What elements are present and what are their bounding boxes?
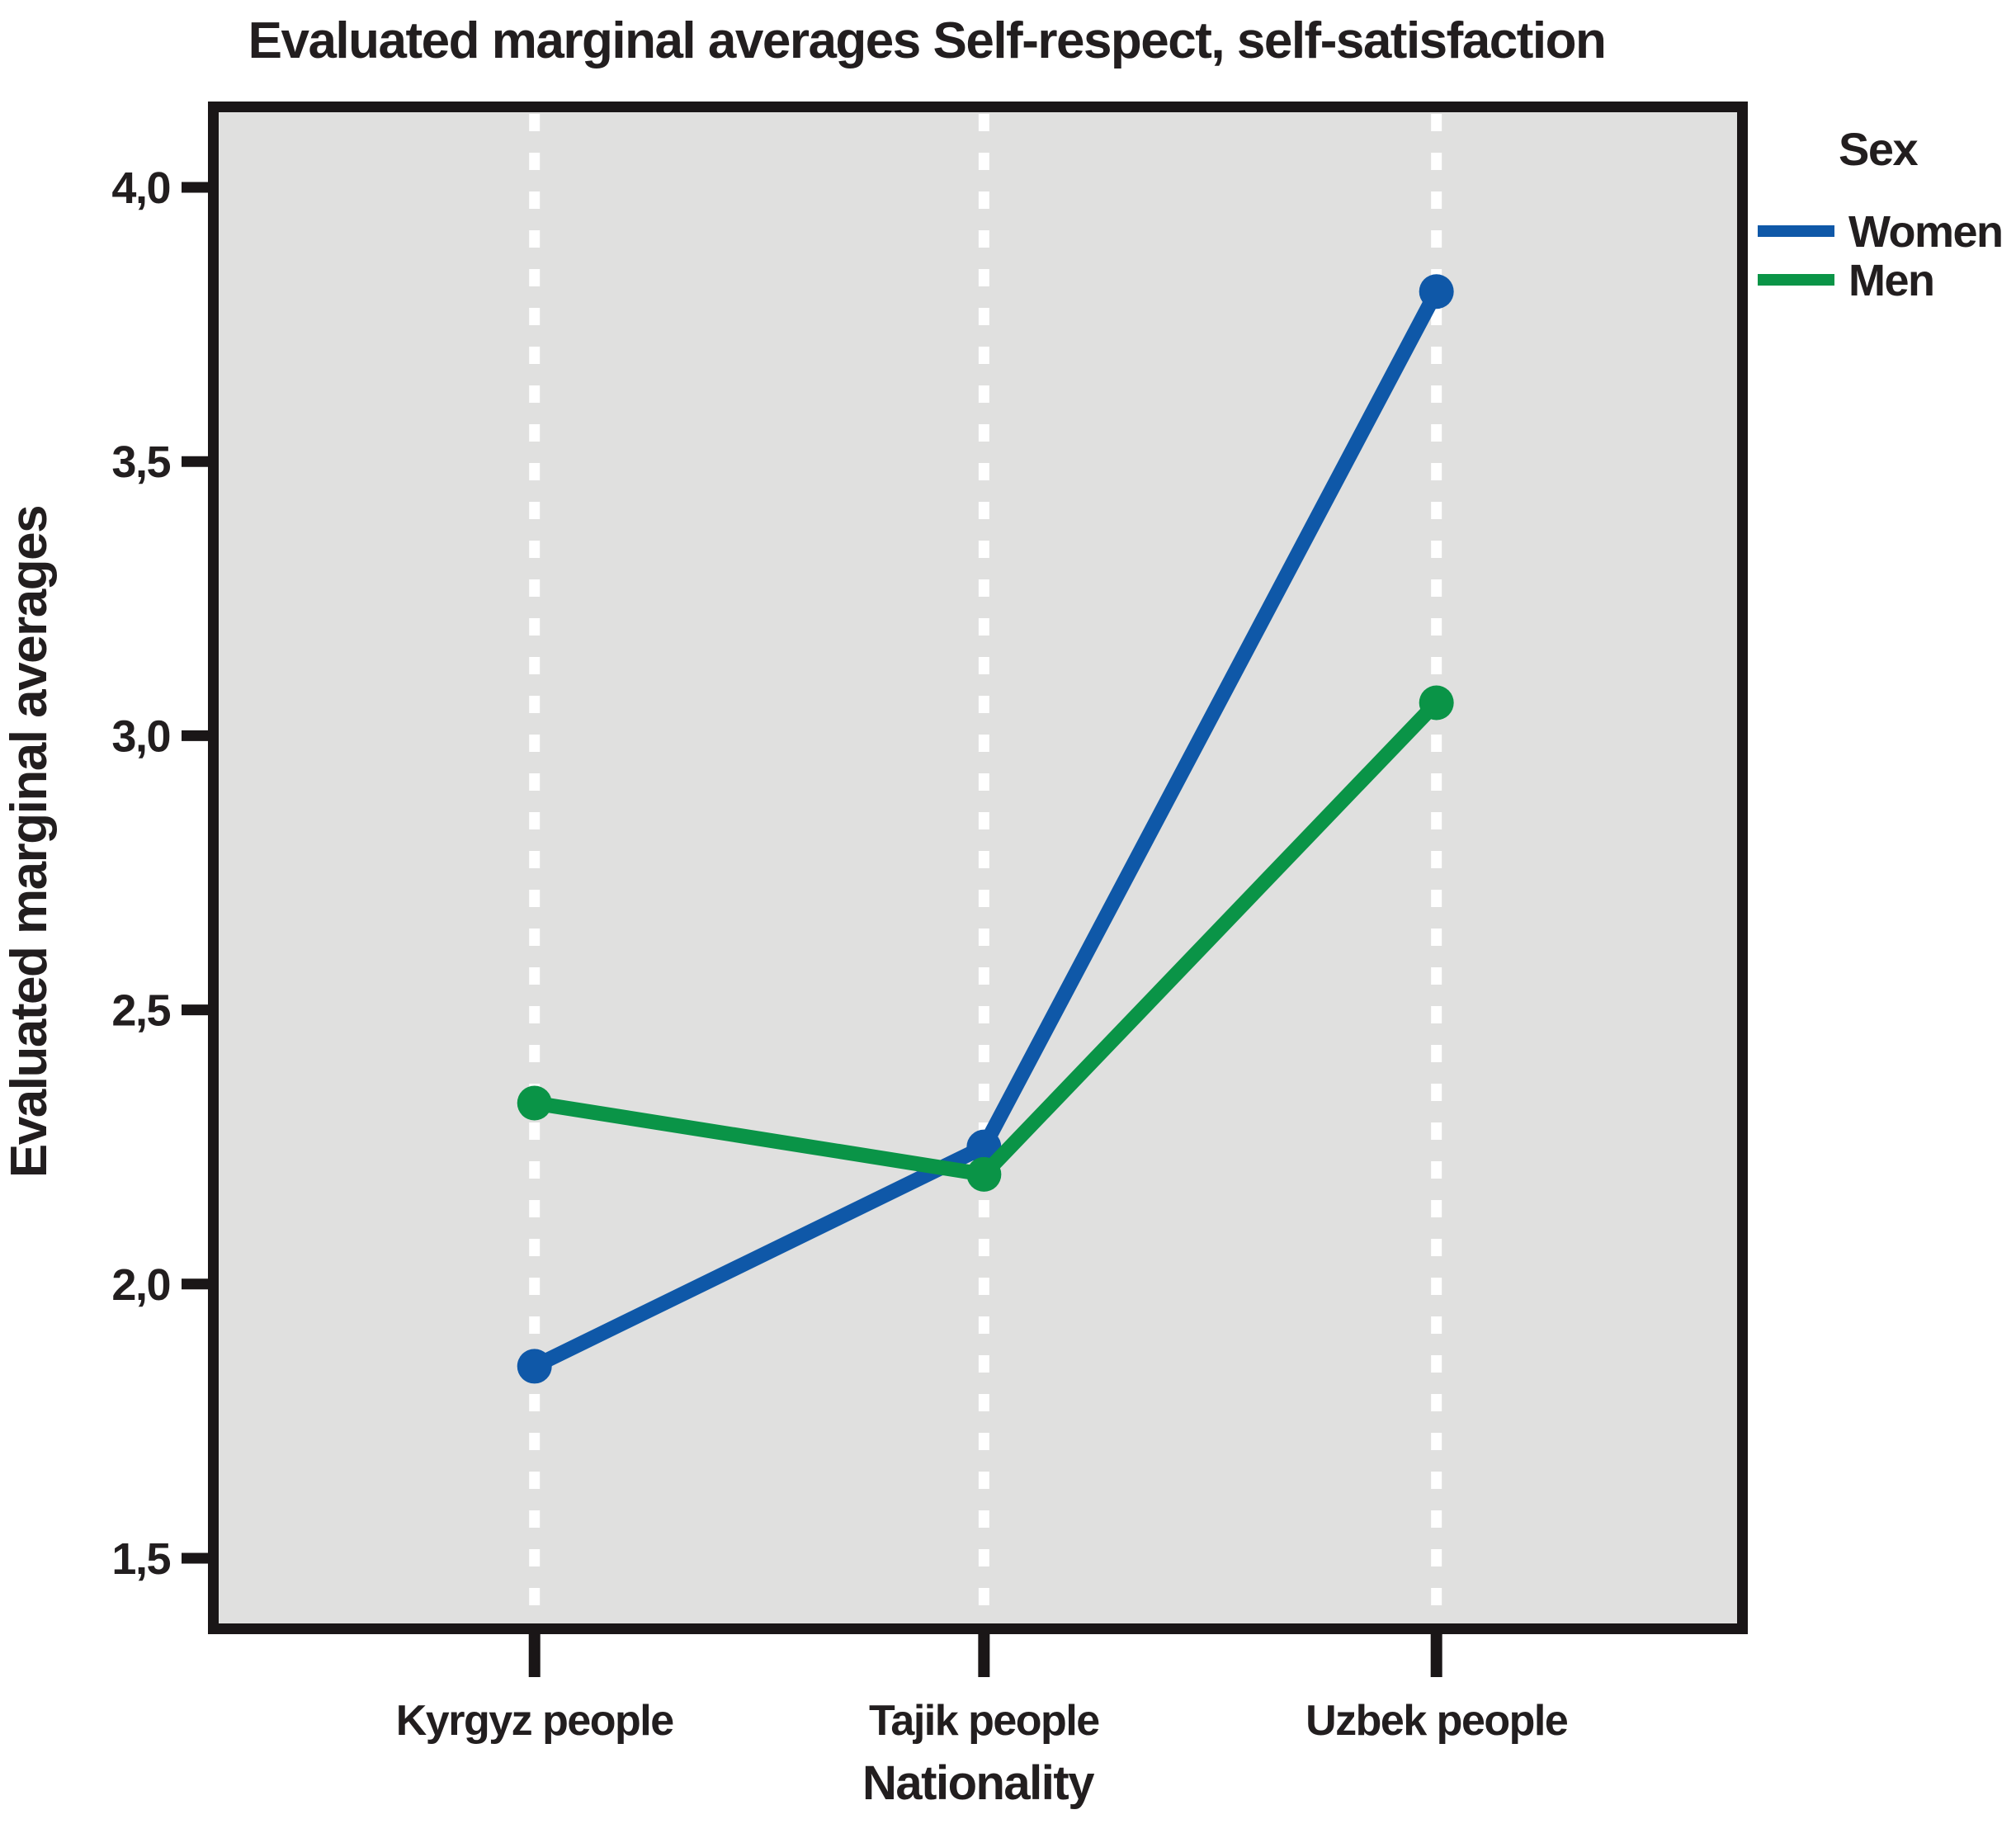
x-category-label-tajik-people: Tajik people	[869, 1697, 1099, 1745]
plot-frame	[208, 102, 1748, 1634]
data-point-men-uzbek-people	[1419, 685, 1454, 721]
y-tick-label-3-5: 3,5	[111, 437, 170, 487]
legend-title: Sex	[1839, 123, 1918, 175]
legend-label-men: Men	[1848, 256, 1934, 305]
y-tick-label-2-0: 2,0	[111, 1260, 170, 1310]
y-tick-label-1-5: 1,5	[111, 1534, 170, 1584]
x-category-label-uzbek-people: Uzbek people	[1305, 1697, 1568, 1745]
x-axis-title: Nationality	[862, 1756, 1094, 1810]
y-tick-label-3-0: 3,0	[111, 711, 170, 761]
chart-title: Evaluated marginal averages Self-respect…	[248, 12, 1606, 69]
y-tick-label-4-0: 4,0	[111, 163, 170, 213]
legend-label-women: Women	[1848, 207, 2003, 257]
data-point-men-kyrgyz-people	[517, 1085, 552, 1121]
plot-background	[219, 112, 1737, 1623]
data-point-women-uzbek-people	[1419, 274, 1454, 310]
y-axis-title: Evaluated marginal averages	[1, 506, 58, 1178]
data-point-men-tajik-people	[966, 1156, 1002, 1192]
y-tick-label-2-5: 2,5	[111, 986, 170, 1036]
data-point-women-kyrgyz-people	[517, 1349, 552, 1384]
plot-layer: 1,5 2,0 2,5 3,0 3,5 4,0 Kyrgyz people Tajik peo…	[111, 102, 1748, 1745]
x-category-label-kyrgyz-people: Kyrgyz people	[396, 1697, 673, 1745]
